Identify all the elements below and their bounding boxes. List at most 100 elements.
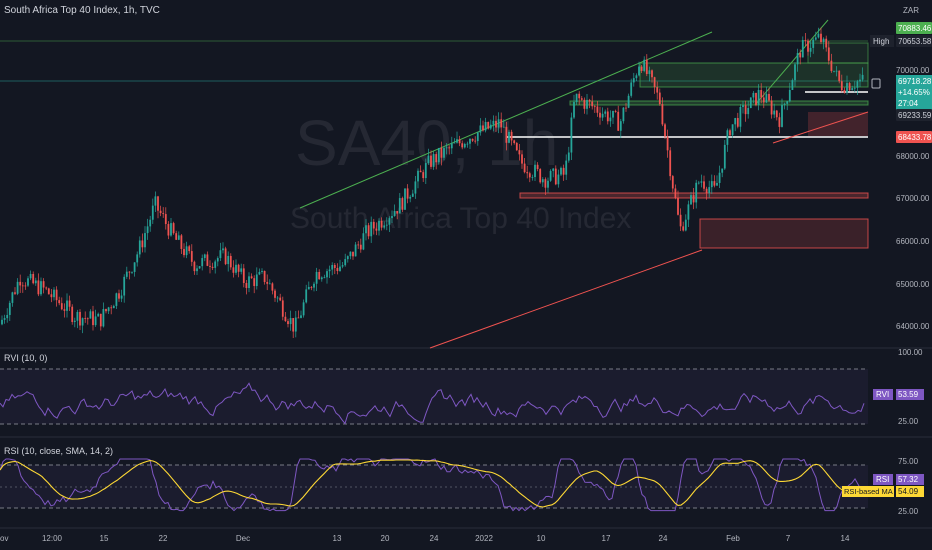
candle-body bbox=[180, 235, 183, 249]
candle-body bbox=[92, 311, 94, 326]
candle-body bbox=[541, 179, 544, 183]
candle-body bbox=[549, 170, 552, 181]
candle-body bbox=[81, 318, 84, 326]
candle-body bbox=[401, 198, 404, 210]
candle-body bbox=[734, 118, 737, 125]
support-zone-mid[interactable] bbox=[569, 100, 869, 106]
candle-body bbox=[131, 271, 133, 273]
candle-body bbox=[71, 306, 74, 322]
candle-body bbox=[219, 250, 222, 259]
lower-channel-line[interactable] bbox=[429, 249, 703, 349]
candle-body bbox=[562, 167, 565, 175]
demand-zone[interactable] bbox=[699, 218, 869, 249]
supply-zone[interactable] bbox=[639, 62, 869, 88]
candle-body bbox=[268, 283, 271, 285]
rvi-line[interactable] bbox=[0, 382, 865, 425]
candle-body bbox=[224, 248, 227, 265]
candle-body bbox=[1, 319, 3, 325]
candle-body bbox=[149, 219, 152, 227]
candle-body bbox=[599, 112, 601, 118]
rsi-line[interactable] bbox=[0, 458, 865, 512]
candle-body bbox=[760, 89, 763, 98]
candle-body bbox=[305, 289, 308, 303]
candle-body bbox=[716, 182, 718, 186]
price-tick-label: 65000.00 bbox=[896, 280, 930, 289]
candle-body bbox=[770, 100, 773, 115]
candle-body bbox=[508, 131, 510, 143]
level-1-badge[interactable] bbox=[896, 109, 932, 121]
rsi-title[interactable]: RSI (10, close, SMA, 14, 2) bbox=[4, 446, 113, 456]
chart-title[interactable]: South Africa Top 40 Index, 1h, TVC bbox=[4, 5, 160, 16]
candle-body bbox=[726, 130, 729, 145]
candle-body bbox=[380, 220, 383, 228]
rvi-tick-100: 100.00 bbox=[898, 348, 923, 357]
high-value-2-badge[interactable] bbox=[896, 35, 932, 47]
last-price-badge[interactable] bbox=[896, 75, 932, 111]
candle-body bbox=[466, 143, 469, 145]
candle-body bbox=[456, 139, 458, 143]
candle-body bbox=[37, 280, 40, 295]
high-value-2: 70653.58 bbox=[898, 37, 932, 46]
rsi-ma-line[interactable] bbox=[0, 459, 865, 508]
time-tick-label: 13 bbox=[333, 534, 342, 543]
candle-body bbox=[138, 240, 141, 255]
candle-body bbox=[492, 120, 495, 125]
rsi-tick-75: 75.00 bbox=[898, 457, 919, 466]
candle-body bbox=[73, 320, 76, 322]
rsi-ma-value: 54.09 bbox=[898, 487, 919, 496]
time-tick-label: Dec bbox=[236, 534, 250, 543]
level-2-badge[interactable] bbox=[896, 131, 932, 143]
candle-body bbox=[414, 181, 417, 194]
candle-body bbox=[16, 281, 19, 294]
candle-body bbox=[372, 221, 375, 229]
lower-zone-right[interactable] bbox=[808, 112, 868, 136]
candle-body bbox=[29, 273, 32, 279]
currency-label[interactable]: ZAR bbox=[903, 6, 919, 15]
candle-body bbox=[630, 82, 633, 96]
candle-body bbox=[391, 216, 393, 219]
candle-body bbox=[528, 173, 531, 178]
candle-body bbox=[198, 266, 201, 269]
candle-body bbox=[50, 294, 53, 298]
candle-body bbox=[209, 265, 211, 267]
candle-body bbox=[42, 281, 45, 288]
candle-body bbox=[248, 276, 250, 289]
candle-body bbox=[118, 293, 120, 299]
price-tick-label: 64000.00 bbox=[896, 322, 930, 331]
supply-zone-top[interactable] bbox=[807, 42, 869, 64]
rvi-title[interactable]: RVI (10, 0) bbox=[4, 353, 47, 363]
candle-body bbox=[216, 258, 219, 262]
candle-body bbox=[170, 223, 172, 236]
candle-body bbox=[838, 70, 841, 82]
alert-icon[interactable] bbox=[871, 78, 881, 89]
high-label: High bbox=[873, 37, 889, 46]
high-value-1-badge[interactable] bbox=[896, 22, 932, 34]
candle-body bbox=[443, 148, 445, 158]
candle-body bbox=[203, 254, 206, 259]
candle-body bbox=[778, 117, 781, 127]
candle-body bbox=[331, 265, 334, 270]
rvi-value-badge bbox=[896, 389, 924, 400]
candle-body bbox=[830, 60, 833, 72]
candle-body bbox=[110, 307, 113, 309]
candle-body bbox=[521, 154, 523, 164]
candle-body bbox=[463, 144, 466, 148]
candle-body bbox=[794, 64, 796, 81]
time-axis[interactable] bbox=[0, 528, 868, 550]
candle-body bbox=[523, 163, 526, 173]
lower-channel-line-2[interactable] bbox=[772, 111, 869, 144]
candle-body bbox=[201, 258, 204, 267]
candle-body bbox=[409, 196, 412, 199]
candle-body bbox=[752, 92, 755, 98]
time-tick-label: 20 bbox=[381, 534, 390, 543]
candle-body bbox=[141, 240, 144, 248]
candle-body bbox=[97, 313, 100, 317]
candle-body bbox=[235, 264, 237, 273]
candle-body bbox=[458, 139, 461, 144]
candle-body bbox=[749, 97, 752, 109]
candle-body bbox=[682, 226, 685, 231]
candle-body bbox=[245, 282, 248, 289]
candle-body bbox=[107, 307, 110, 312]
candle-body bbox=[396, 211, 399, 214]
